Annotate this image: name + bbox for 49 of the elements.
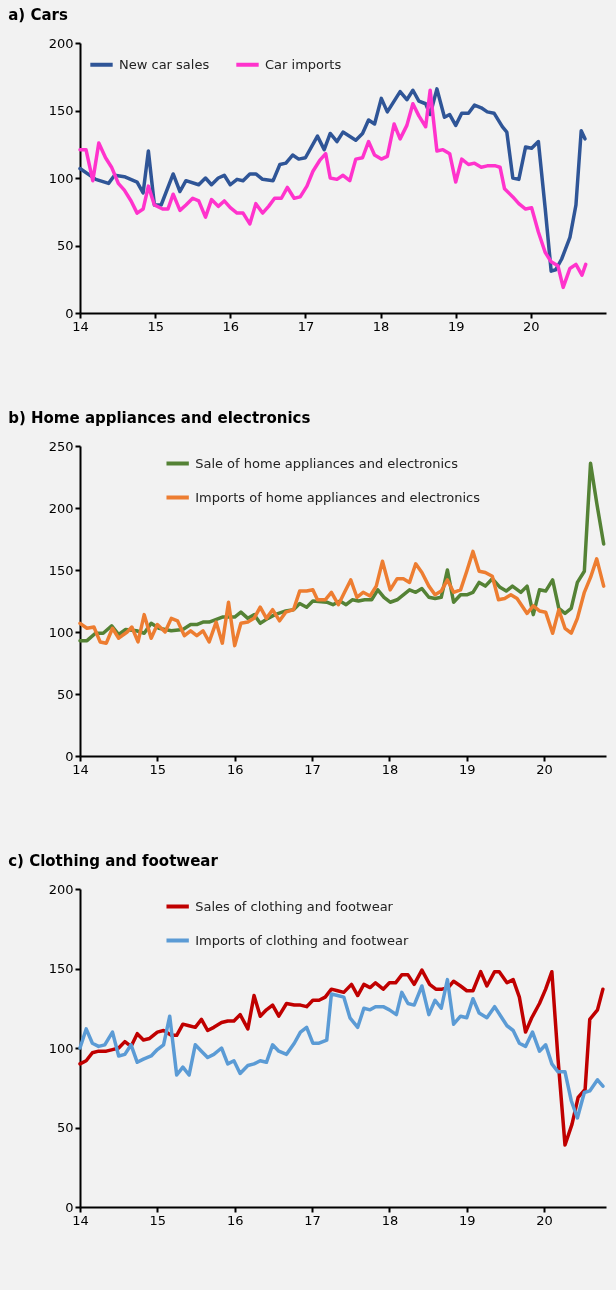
y-tick-label: 0 <box>65 305 74 321</box>
x-tick-label: 18 <box>372 318 390 334</box>
x-tick-label: 19 <box>458 1212 476 1228</box>
x-tick-label: 20 <box>536 761 553 777</box>
x-tick-label: 15 <box>147 318 164 334</box>
x-tick-label: 19 <box>458 761 476 777</box>
y-tick-label: 50 <box>56 686 74 702</box>
y-tick-label: 200 <box>48 35 74 51</box>
legend-label: Sales of clothing and footwear <box>195 898 394 914</box>
x-tick-label: 20 <box>536 1212 553 1228</box>
y-tick-label: 50 <box>56 238 74 253</box>
y-tick-label: 0 <box>65 748 74 764</box>
legend-label: New car sales <box>119 56 210 72</box>
chart-title: b) Home appliances and electronics <box>8 409 311 427</box>
chart-title: a) Cars <box>8 6 68 24</box>
x-tick-label: 15 <box>149 761 167 777</box>
x-tick-label: 20 <box>523 318 540 334</box>
y-tick-label: 0 <box>65 1199 74 1215</box>
x-tick-label: 14 <box>72 761 89 777</box>
y-tick-label: 100 <box>48 170 74 186</box>
y-tick-label: 150 <box>48 103 74 118</box>
y-tick-label: 200 <box>48 500 74 516</box>
x-tick-label: 16 <box>226 761 244 777</box>
legend-label: Imports of clothing and footwear <box>195 932 409 948</box>
legend-label: Sale of home appliances and electronics <box>195 455 459 471</box>
x-tick-label: 15 <box>149 1212 167 1228</box>
x-tick-label: 18 <box>381 761 399 777</box>
y-tick-label: 150 <box>48 562 74 578</box>
line-series <box>78 549 606 648</box>
x-tick-label: 17 <box>304 761 321 777</box>
line-series <box>78 977 605 1120</box>
x-tick-label: 17 <box>297 318 315 334</box>
x-tick-label: 18 <box>381 1212 399 1228</box>
x-tick-label: 17 <box>304 1212 321 1228</box>
x-tick-label: 14 <box>72 1212 89 1228</box>
y-tick-label: 50 <box>56 1120 74 1135</box>
line-series <box>78 968 605 1147</box>
x-tick-label: 19 <box>447 318 465 334</box>
y-tick-label: 250 <box>48 438 74 454</box>
y-tick-label: 150 <box>48 961 74 976</box>
legend-label: Car imports <box>265 56 342 72</box>
y-tick-label: 100 <box>48 1040 74 1056</box>
x-tick-label: 16 <box>226 1212 244 1228</box>
chart-title: c) Clothing and footwear <box>8 852 219 870</box>
y-tick-label: 200 <box>48 881 74 897</box>
x-tick-label: 16 <box>222 318 240 334</box>
y-tick-label: 100 <box>48 624 74 640</box>
legend-label: Imports of home appliances and electronics <box>195 489 481 505</box>
x-tick-label: 14 <box>72 318 89 334</box>
